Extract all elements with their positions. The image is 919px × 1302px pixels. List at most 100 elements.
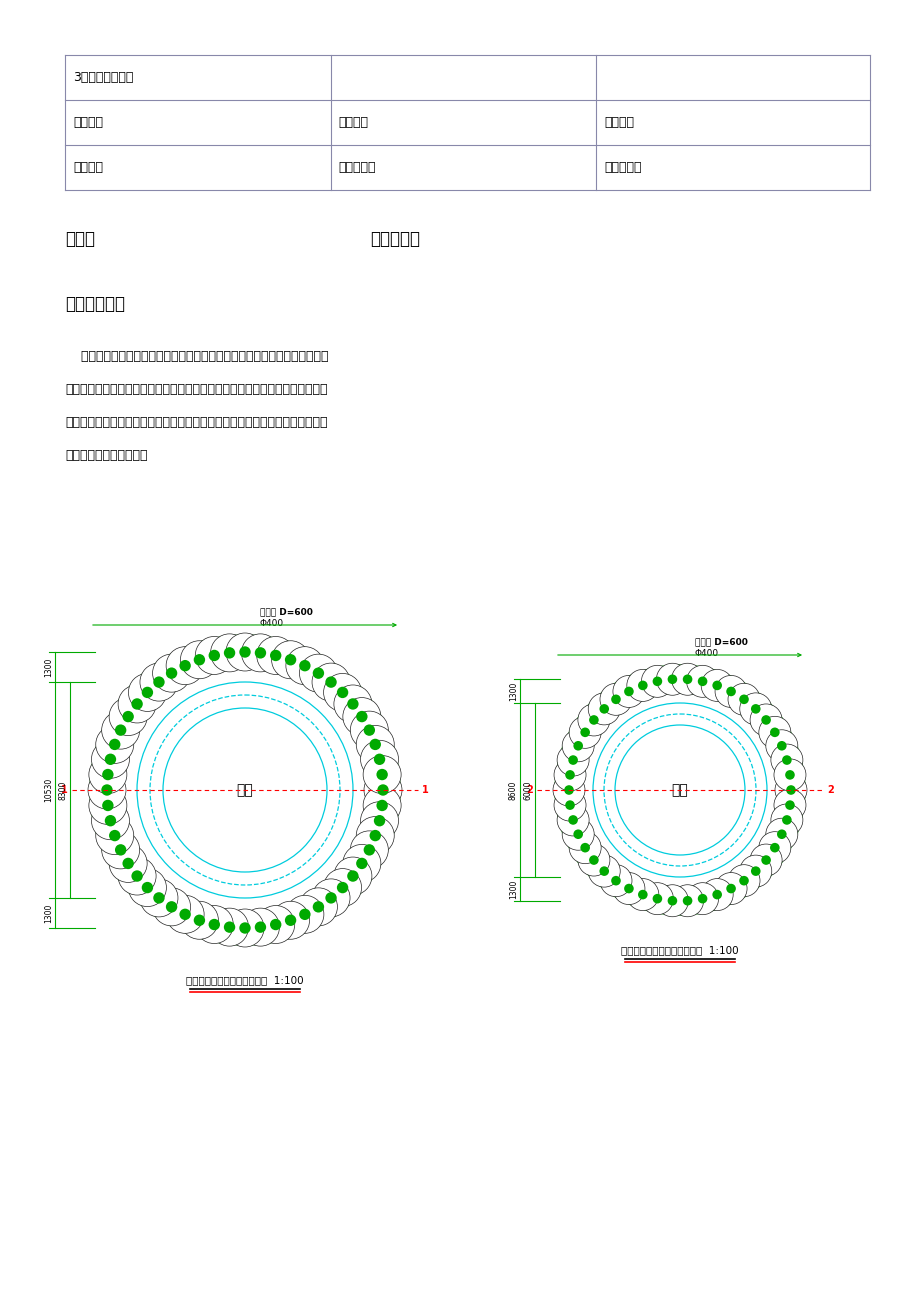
Circle shape [299, 888, 337, 926]
Text: 顶管井高压旋呵桩平面布置图  1:100: 顶管井高压旋呵桩平面布置图 1:100 [186, 975, 303, 986]
Circle shape [312, 663, 349, 700]
Circle shape [241, 907, 279, 947]
Circle shape [671, 885, 703, 917]
Circle shape [376, 769, 388, 780]
Circle shape [697, 677, 707, 686]
Circle shape [166, 896, 204, 934]
Circle shape [239, 922, 250, 934]
Circle shape [336, 881, 348, 893]
Circle shape [256, 905, 294, 944]
Circle shape [195, 637, 233, 674]
Circle shape [682, 896, 692, 906]
Circle shape [727, 684, 759, 715]
Circle shape [153, 892, 165, 904]
Circle shape [356, 711, 368, 723]
Circle shape [131, 870, 142, 881]
Circle shape [91, 802, 130, 840]
Circle shape [271, 901, 309, 939]
Circle shape [91, 741, 130, 779]
Text: 1300: 1300 [508, 879, 517, 898]
Circle shape [711, 681, 721, 690]
Circle shape [738, 876, 748, 885]
Circle shape [286, 647, 323, 685]
Circle shape [738, 694, 748, 704]
Circle shape [686, 665, 718, 698]
Circle shape [612, 872, 644, 905]
Circle shape [770, 803, 802, 836]
Circle shape [363, 786, 401, 824]
Text: 2: 2 [826, 785, 833, 796]
Text: Φ400: Φ400 [694, 648, 719, 658]
Circle shape [194, 914, 205, 926]
Circle shape [179, 660, 190, 672]
Text: 接收人：: 接收人： [604, 116, 633, 129]
Circle shape [140, 663, 177, 700]
Circle shape [638, 889, 647, 900]
Circle shape [554, 665, 804, 915]
Circle shape [166, 647, 204, 685]
Circle shape [346, 698, 358, 710]
Circle shape [652, 677, 662, 686]
Circle shape [89, 786, 127, 824]
Circle shape [346, 870, 358, 881]
Circle shape [325, 892, 336, 904]
Circle shape [255, 922, 266, 932]
Text: 作业指导书: 作业指导书 [369, 230, 420, 247]
Circle shape [356, 858, 368, 870]
Circle shape [312, 879, 349, 917]
Circle shape [226, 633, 264, 671]
Circle shape [165, 901, 177, 913]
Circle shape [285, 914, 296, 926]
Circle shape [671, 663, 703, 695]
Text: 地基下沉现象，提高沉井制作时的地基强度，对沉井用高压旋呵桩隔水帷幕对周: 地基下沉现象，提高沉井制作时的地基强度，对沉井用高压旋呵桩隔水帷幕对周 [65, 417, 327, 428]
Circle shape [350, 831, 388, 868]
Text: 10530: 10530 [44, 777, 53, 802]
Circle shape [96, 816, 133, 854]
Circle shape [774, 773, 806, 806]
Circle shape [109, 698, 147, 736]
Text: 1300: 1300 [44, 904, 53, 923]
Circle shape [241, 634, 279, 672]
Text: 一、工程概况: 一、工程概况 [65, 296, 125, 312]
Circle shape [376, 799, 388, 811]
Text: 附件一: 附件一 [65, 230, 95, 247]
Circle shape [749, 704, 781, 736]
Circle shape [725, 686, 735, 697]
Circle shape [773, 789, 805, 822]
Circle shape [140, 879, 177, 917]
Circle shape [568, 755, 577, 764]
Circle shape [587, 855, 619, 887]
Circle shape [109, 738, 120, 750]
Circle shape [769, 842, 778, 853]
Circle shape [656, 663, 687, 695]
Circle shape [239, 646, 250, 658]
Circle shape [623, 884, 633, 893]
Circle shape [553, 759, 585, 790]
Circle shape [612, 676, 644, 707]
Circle shape [360, 741, 398, 779]
Circle shape [610, 694, 620, 704]
Circle shape [784, 801, 794, 810]
Circle shape [209, 650, 220, 661]
Circle shape [553, 789, 585, 822]
Circle shape [750, 704, 760, 713]
Circle shape [638, 681, 647, 690]
Circle shape [770, 743, 802, 776]
Circle shape [285, 654, 296, 665]
Circle shape [356, 725, 394, 763]
Circle shape [363, 724, 375, 736]
Circle shape [363, 844, 375, 855]
Circle shape [557, 743, 588, 776]
Circle shape [299, 909, 311, 921]
Circle shape [360, 802, 398, 840]
Circle shape [588, 855, 598, 865]
Circle shape [343, 698, 380, 736]
Circle shape [369, 829, 380, 841]
Circle shape [334, 857, 371, 894]
Circle shape [180, 901, 218, 939]
Circle shape [131, 698, 142, 710]
Circle shape [686, 883, 718, 915]
Circle shape [656, 885, 687, 917]
Circle shape [626, 669, 658, 702]
Circle shape [667, 674, 676, 684]
